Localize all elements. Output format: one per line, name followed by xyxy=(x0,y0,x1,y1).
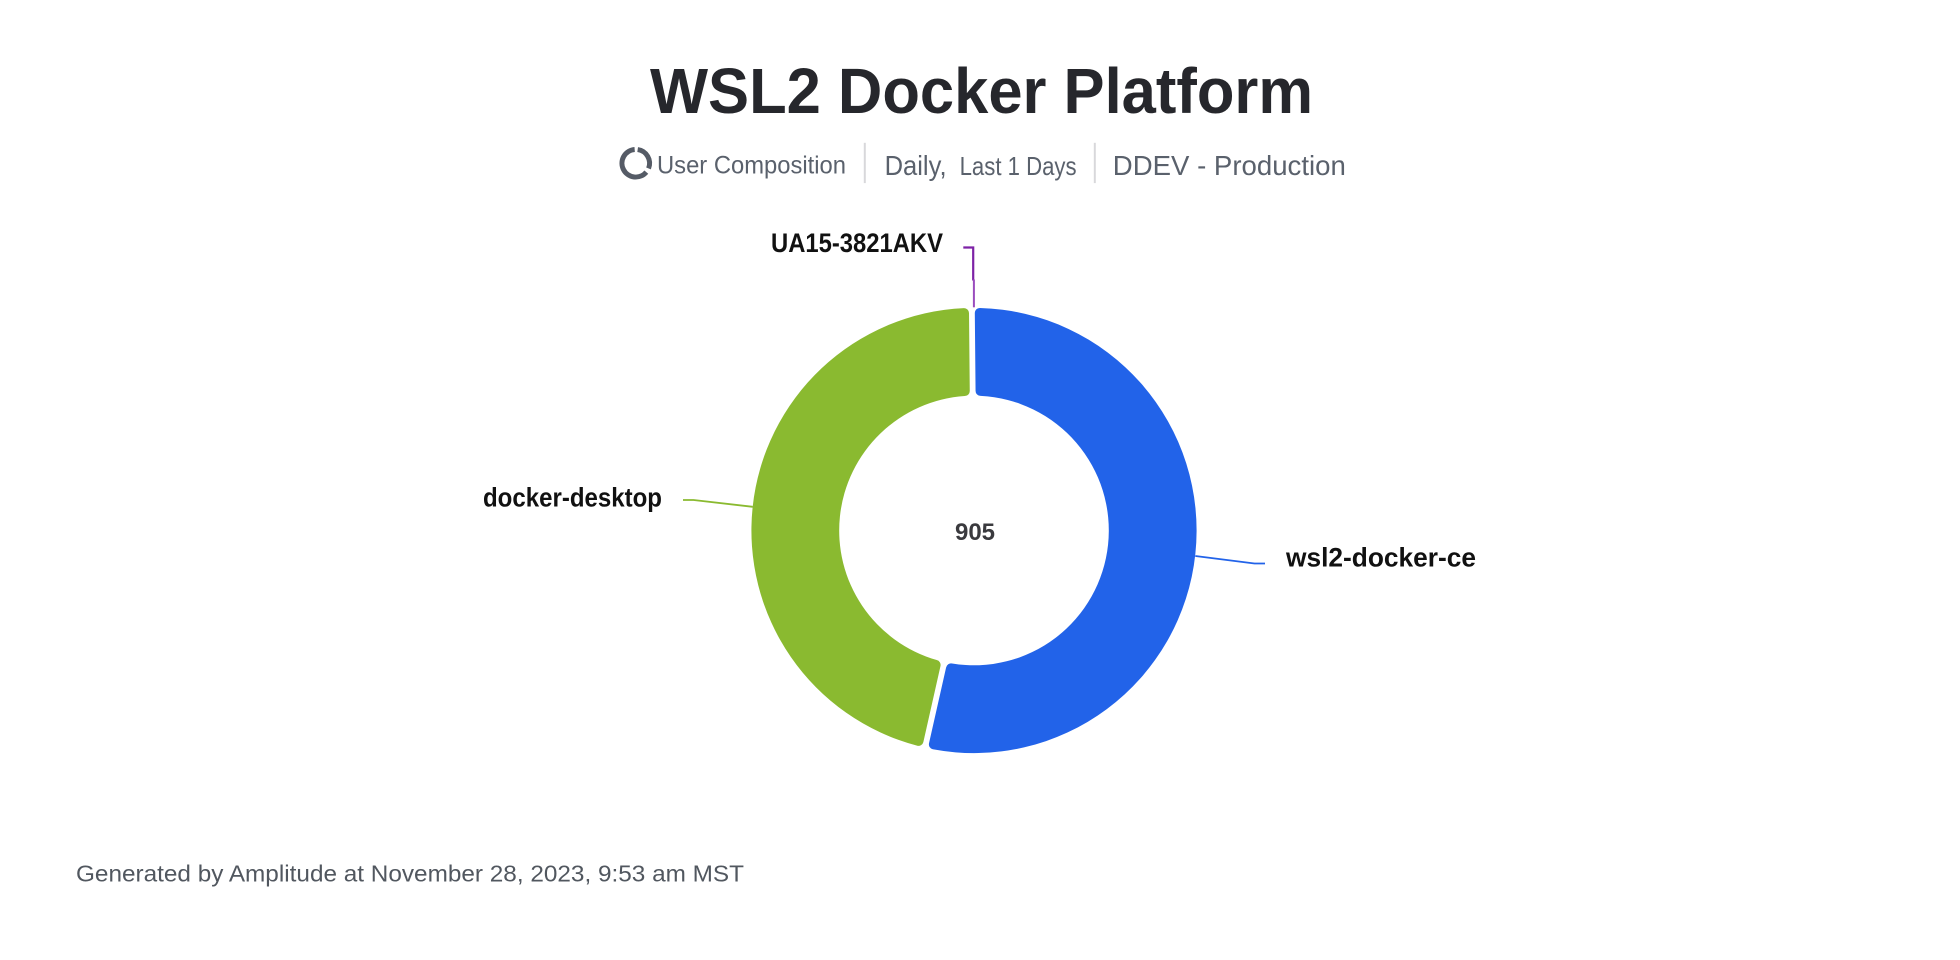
svg-text:Generated by Amplitude at Nove: Generated by Amplitude at November 28, 2… xyxy=(76,860,744,886)
svg-text:User Composition: User Composition xyxy=(657,151,846,179)
svg-text:Last 1 Days: Last 1 Days xyxy=(960,151,1077,181)
svg-text:WSL2 Docker Platform: WSL2 Docker Platform xyxy=(650,55,1313,127)
svg-text:docker-desktop: docker-desktop xyxy=(483,482,662,512)
svg-text:UA15-3821AKV: UA15-3821AKV xyxy=(771,228,943,258)
svg-text:DDEV - Production: DDEV - Production xyxy=(1113,150,1346,181)
svg-text:wsl2-docker-ce: wsl2-docker-ce xyxy=(1285,543,1476,573)
svg-text:905: 905 xyxy=(955,519,995,546)
svg-text:Daily,: Daily, xyxy=(885,150,947,181)
